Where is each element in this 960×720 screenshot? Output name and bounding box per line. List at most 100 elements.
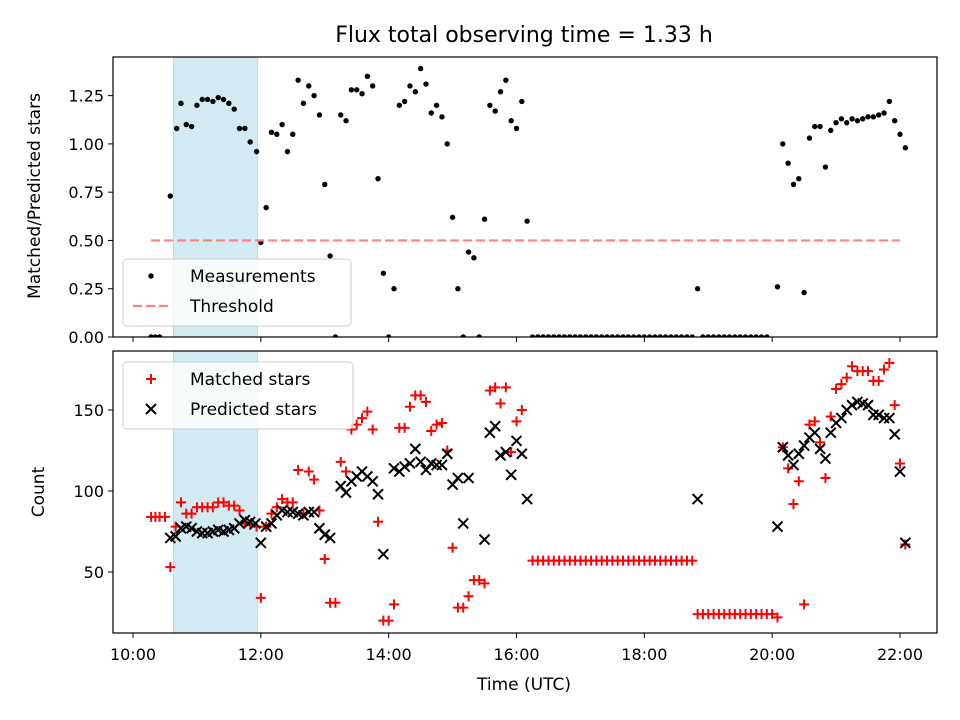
predicted-star-point (452, 472, 464, 484)
predicted-star-point (521, 493, 533, 505)
measurement-point (748, 334, 754, 337)
measurement-point (551, 334, 557, 337)
matched-star-point (873, 375, 884, 386)
matched-star-point (415, 390, 426, 401)
measurement-point (790, 181, 797, 188)
measurement-point (822, 164, 829, 170)
measurement-point (274, 131, 280, 137)
predicted-star-point (319, 529, 331, 541)
measurement-point (572, 334, 578, 337)
matched-star-point (293, 464, 304, 475)
measurement-point (641, 334, 648, 337)
predicted-star-point (340, 486, 352, 499)
predicted-star-point (510, 435, 523, 447)
matched-star-point (330, 597, 341, 608)
measurement-point (726, 334, 733, 337)
matched-star-point (490, 382, 501, 393)
measurement-point (417, 65, 424, 72)
measurement-point (891, 118, 898, 124)
predicted-star-point (825, 426, 837, 439)
measurement-point (764, 334, 770, 337)
series-measurements (148, 65, 909, 337)
matched-star-point (687, 555, 698, 566)
matched-star-point (500, 382, 511, 393)
measurement-point (300, 100, 307, 107)
legend-label: Matched stars (190, 370, 310, 390)
measurement-point (210, 98, 216, 105)
predicted-star-point (782, 449, 794, 462)
matched-star-point (900, 539, 911, 550)
legend-label: Measurements (190, 267, 316, 287)
predicted-star-point (862, 399, 874, 411)
matched-star-point (767, 609, 778, 620)
measurement-point (567, 334, 573, 337)
predicted-star-point (798, 439, 810, 452)
top-chart-panel: 0.00 0.25 0.50 0.75 1.00 1.25 Measurements Thre… (68, 56, 938, 347)
measurement-point (359, 90, 365, 97)
measurement-point (236, 125, 243, 132)
measurement-point (188, 123, 195, 130)
series-matched-stars (146, 358, 911, 626)
matched-star-point (426, 426, 437, 437)
measurement-point (860, 116, 866, 122)
measurement-point (902, 145, 909, 151)
measurement-point (593, 334, 600, 337)
measurement-point (561, 334, 568, 337)
predicted-star-point (457, 517, 469, 530)
measurement-point (753, 334, 759, 337)
predicted-star-point (409, 443, 422, 455)
predicted-star-point (516, 448, 528, 460)
legend-marker-measurements (148, 273, 154, 279)
y-tick-label: 0.25 (68, 280, 104, 299)
measurement-point (519, 98, 525, 105)
legend: Matched stars Predicted stars (122, 361, 354, 430)
measurement-point (833, 119, 839, 126)
predicted-star-point (308, 506, 320, 518)
measurement-point (231, 106, 237, 112)
measurement-point (444, 141, 450, 147)
measurement-point (881, 110, 887, 116)
predicted-star-point (872, 409, 885, 421)
matched-star-point (474, 575, 485, 586)
measurement-point (630, 334, 637, 337)
matched-star-point (825, 411, 836, 422)
x-tick-label: 16:00 (493, 645, 539, 664)
measurement-point (599, 334, 605, 337)
measurement-point (657, 334, 664, 337)
measurement-point (226, 100, 232, 107)
measurement-point (253, 148, 260, 155)
measurement-point (487, 102, 493, 108)
measurement-point (652, 334, 658, 337)
measurement-point (700, 334, 706, 337)
measurement-point (785, 160, 791, 166)
measurement-point (497, 89, 504, 95)
matched-star-point (463, 591, 474, 602)
matched-star-point (277, 494, 288, 505)
measurement-point (854, 118, 861, 124)
measurement-point (812, 123, 818, 130)
measurement-point (886, 98, 893, 105)
predicted-star-point (233, 517, 246, 530)
measurement-point (865, 114, 871, 120)
y-tick-label: 0.50 (68, 231, 104, 250)
measurement-point (284, 148, 291, 155)
matched-star-point (436, 417, 447, 428)
matched-star-point (799, 599, 810, 610)
matched-star-point (836, 379, 847, 390)
matched-star-point (383, 615, 394, 626)
matched-star-point (863, 366, 874, 377)
predicted-star-point (462, 472, 475, 484)
measurement-point (694, 286, 701, 292)
matched-star-point (815, 437, 826, 448)
x-tick-label: 18:00 (621, 645, 667, 664)
measurement-point (279, 121, 285, 128)
predicted-star-point (324, 532, 336, 544)
x-tick-label: 14:00 (366, 645, 412, 664)
matched-star-point (458, 602, 469, 613)
measurement-point (348, 87, 355, 93)
matched-star-point (234, 505, 245, 516)
matched-star-point (218, 497, 229, 508)
predicted-star-point (777, 441, 789, 453)
predicted-star-point (265, 517, 278, 530)
